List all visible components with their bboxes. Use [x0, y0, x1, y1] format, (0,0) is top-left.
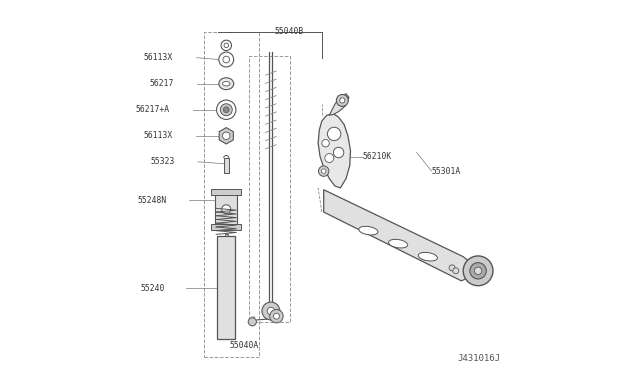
Text: J431016J: J431016J — [458, 354, 500, 363]
Circle shape — [223, 132, 230, 140]
Polygon shape — [324, 190, 482, 281]
Circle shape — [337, 94, 348, 106]
Circle shape — [223, 56, 230, 63]
Ellipse shape — [223, 81, 230, 86]
Circle shape — [449, 265, 455, 271]
Ellipse shape — [219, 78, 234, 90]
Circle shape — [273, 313, 280, 319]
Text: 55323: 55323 — [150, 157, 175, 166]
Text: 56217: 56217 — [150, 79, 174, 88]
Bar — [223, 158, 229, 173]
Circle shape — [319, 166, 329, 176]
Circle shape — [470, 263, 486, 279]
Ellipse shape — [419, 252, 438, 261]
Polygon shape — [318, 113, 351, 188]
Text: 55240: 55240 — [140, 284, 164, 293]
Circle shape — [224, 43, 228, 48]
Circle shape — [221, 40, 232, 51]
Circle shape — [248, 318, 257, 326]
Circle shape — [474, 267, 482, 275]
Text: 56113X: 56113X — [144, 53, 173, 62]
Circle shape — [262, 302, 280, 320]
Polygon shape — [219, 128, 234, 144]
Circle shape — [219, 52, 234, 67]
Circle shape — [321, 169, 326, 173]
Circle shape — [453, 268, 459, 274]
Bar — [204, 32, 259, 357]
Polygon shape — [330, 94, 349, 115]
Text: 56210K: 56210K — [363, 153, 392, 161]
Circle shape — [220, 104, 232, 116]
Bar — [250, 56, 290, 322]
Circle shape — [322, 140, 330, 147]
Text: 55040A: 55040A — [229, 341, 259, 350]
Circle shape — [270, 310, 283, 323]
Ellipse shape — [359, 226, 378, 235]
Text: 55040B: 55040B — [274, 27, 303, 36]
Circle shape — [340, 98, 345, 103]
Text: 56217+A: 56217+A — [135, 105, 170, 114]
Bar — [211, 224, 241, 230]
Text: 55301A: 55301A — [431, 167, 461, 176]
Circle shape — [328, 127, 341, 141]
Circle shape — [223, 107, 229, 113]
Bar — [211, 189, 241, 195]
Circle shape — [463, 256, 493, 286]
Bar — [225, 234, 228, 236]
Circle shape — [333, 147, 344, 158]
Bar — [218, 236, 235, 339]
Text: 56113X: 56113X — [144, 131, 173, 140]
Text: 55248N: 55248N — [138, 196, 167, 205]
Bar — [215, 190, 237, 229]
Circle shape — [222, 205, 231, 214]
Circle shape — [325, 154, 334, 163]
Circle shape — [216, 100, 236, 119]
Ellipse shape — [388, 239, 408, 248]
Circle shape — [267, 307, 275, 315]
